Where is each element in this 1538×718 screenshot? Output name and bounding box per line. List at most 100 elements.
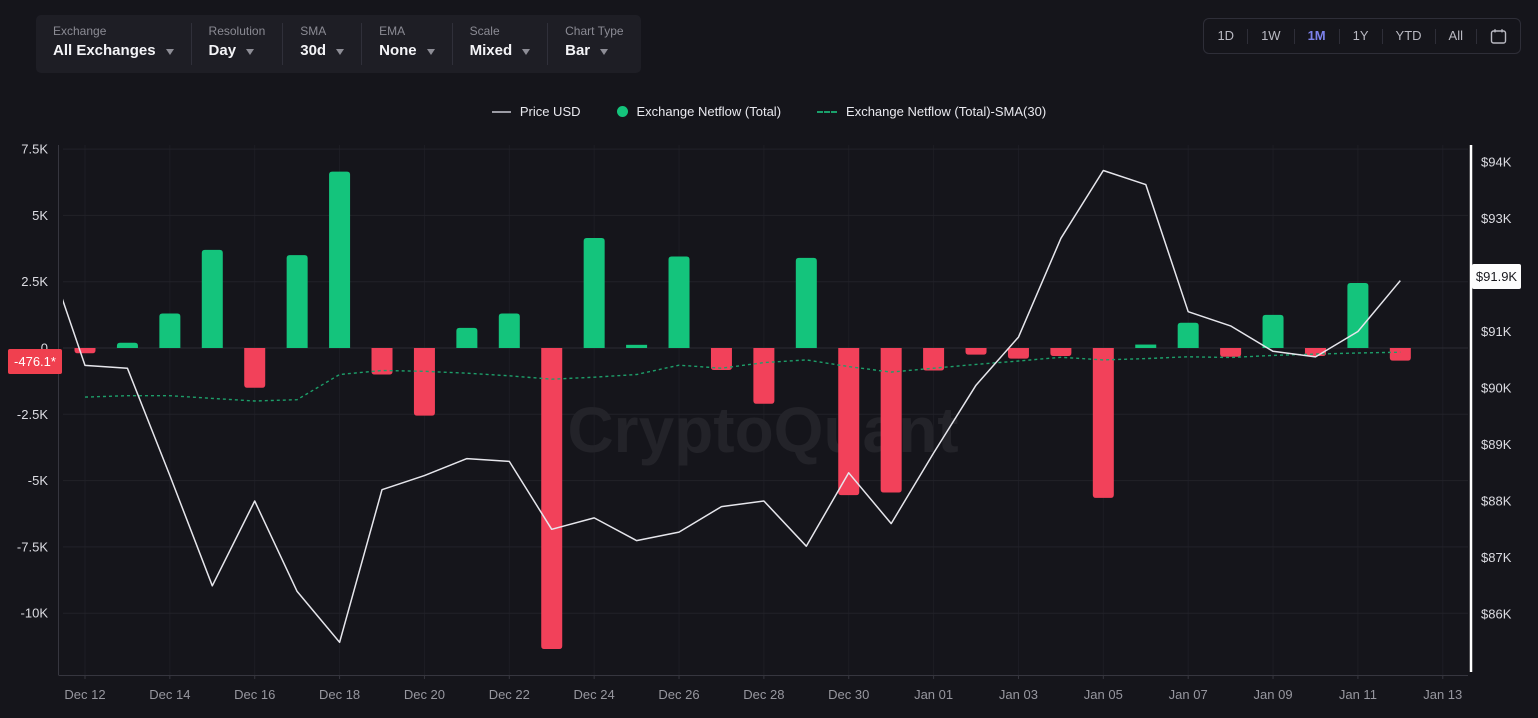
range-divider: [1434, 28, 1436, 44]
resolution-value: Day: [208, 42, 237, 59]
scale-dropdown[interactable]: Scale Mixed: [453, 15, 548, 73]
chevron-down-icon: [426, 48, 435, 55]
legend-label: Exchange Netflow (Total)-SMA(30): [846, 104, 1047, 119]
range-1w-button[interactable]: 1W: [1261, 28, 1281, 43]
legend-item-price[interactable]: Price USD: [491, 104, 581, 119]
x-axis-label: Jan 13: [1423, 687, 1462, 702]
y-axis-left-label: -2.5K: [17, 407, 48, 422]
y-axis-right-label: $88K: [1481, 494, 1512, 509]
legend-item-netflow-sma[interactable]: Exchange Netflow (Total)-SMA(30): [817, 104, 1046, 119]
range-divider: [1381, 28, 1383, 44]
netflow-bar: [159, 313, 181, 348]
resolution-label: Resolution: [208, 24, 266, 38]
netflow-bar: [498, 313, 520, 348]
indicator-toolbar: Exchange All Exchanges Resolution Day SM…: [36, 15, 641, 73]
y-axis-left-label: 7.5K: [21, 142, 48, 157]
x-axis-label: Dec 18: [319, 687, 360, 702]
resolution-dropdown[interactable]: Resolution Day: [192, 15, 283, 73]
chevron-down-icon: [600, 48, 609, 55]
range-all-button[interactable]: All: [1448, 28, 1463, 43]
exchange-dropdown[interactable]: Exchange All Exchanges: [36, 15, 191, 73]
scale-value: Mixed: [469, 42, 513, 59]
ema-dropdown[interactable]: EMA None: [362, 15, 452, 73]
netflow-bars: [74, 171, 1411, 650]
toolbar-divider: [282, 23, 284, 65]
y-axis-right-label: $93K: [1481, 211, 1512, 226]
chart-type-dropdown[interactable]: Chart Type Bar: [548, 15, 640, 73]
netflow-bar: [329, 171, 351, 348]
x-axis-label: Dec 30: [828, 687, 869, 702]
range-divider: [1247, 28, 1249, 44]
legend-label: Exchange Netflow (Total): [636, 104, 782, 119]
exchange-label: Exchange: [53, 24, 107, 38]
x-axis-label: Dec 16: [234, 687, 275, 702]
y-axis-right-label: $86K: [1481, 607, 1512, 622]
x-axis-label: Jan 05: [1084, 687, 1123, 702]
netflow-bar: [244, 348, 266, 388]
toolbar-divider: [451, 23, 453, 65]
legend-item-netflow[interactable]: Exchange Netflow (Total): [616, 104, 782, 119]
sma-dropdown[interactable]: SMA 30d: [283, 15, 361, 73]
range-1d-button[interactable]: 1D: [1217, 28, 1235, 43]
netflow-bar: [371, 348, 393, 375]
netflow-bar: [1007, 348, 1029, 359]
x-axis-label: Jan 09: [1254, 687, 1293, 702]
chart-type-label: Chart Type: [565, 24, 624, 38]
netflow-bar: [795, 257, 817, 348]
scale-label: Scale: [469, 24, 500, 38]
netflow-bar: [668, 256, 690, 348]
chart-legend: Price USD Exchange Netflow (Total) Excha…: [0, 104, 1538, 119]
netflow-bar: [583, 237, 605, 348]
range-divider: [1476, 28, 1477, 44]
x-axis-label: Jan 01: [914, 687, 953, 702]
toolbar-divider: [190, 23, 192, 65]
legend-label: Price USD: [519, 104, 581, 119]
x-axis-label: Jan 03: [999, 687, 1038, 702]
toolbar-divider: [547, 23, 549, 65]
netflow-bar: [838, 348, 860, 496]
y-axis-left-label: 0: [41, 341, 48, 356]
x-axis-label: Jan 11: [1339, 687, 1377, 702]
y-axis-left-label: 5K: [32, 208, 48, 223]
range-divider: [1293, 28, 1295, 44]
netflow-bar: [541, 348, 563, 650]
netflow-bar: [1050, 348, 1072, 356]
y-axis-right-label: $91K: [1481, 324, 1512, 339]
range-1y-button[interactable]: 1Y: [1352, 28, 1369, 43]
netflow-current-badge: -476.1*: [8, 349, 62, 374]
x-axis-label: Dec 22: [489, 687, 530, 702]
netflow-bar: [710, 348, 732, 371]
y-axis-right-label: $87K: [1481, 550, 1512, 565]
x-axis-label: Dec 24: [574, 687, 615, 702]
range-1m-button[interactable]: 1M: [1307, 28, 1326, 43]
y-axis-right-label: $90K: [1481, 381, 1512, 396]
x-axis-label: Dec 26: [658, 687, 699, 702]
netflow-bar: [116, 342, 138, 348]
price-line: [63, 169, 1401, 644]
ema-label: EMA: [379, 24, 406, 38]
netflow-bar: [965, 348, 987, 355]
y-axis-right-label: $89K: [1481, 437, 1512, 452]
x-axis-label: Dec 14: [149, 687, 190, 702]
netflow-bar: [74, 348, 96, 354]
netflow-bar: [413, 348, 435, 416]
netflow-bar: [1262, 314, 1284, 348]
netflow-bar: [1177, 322, 1199, 348]
y-axis-left-label: -5K: [28, 473, 49, 488]
calendar-button[interactable]: [1477, 28, 1520, 45]
y-axis-right-label: $94K: [1481, 155, 1512, 170]
dashed-swatch-icon: [817, 110, 838, 113]
x-axis-label: Jan 07: [1169, 687, 1208, 702]
range-ytd-button[interactable]: YTD: [1395, 28, 1422, 43]
sma-label: SMA: [300, 24, 327, 38]
sma-line: [84, 351, 1401, 402]
y-axis-left-label: -10K: [21, 606, 49, 621]
chart-type-value: Bar: [565, 42, 591, 59]
toolbar-divider: [361, 23, 363, 65]
netflow-bar: [201, 249, 223, 348]
price-current-badge: $91.9K: [1472, 264, 1521, 289]
calendar-icon: [1490, 28, 1507, 44]
range-divider: [1338, 28, 1340, 44]
